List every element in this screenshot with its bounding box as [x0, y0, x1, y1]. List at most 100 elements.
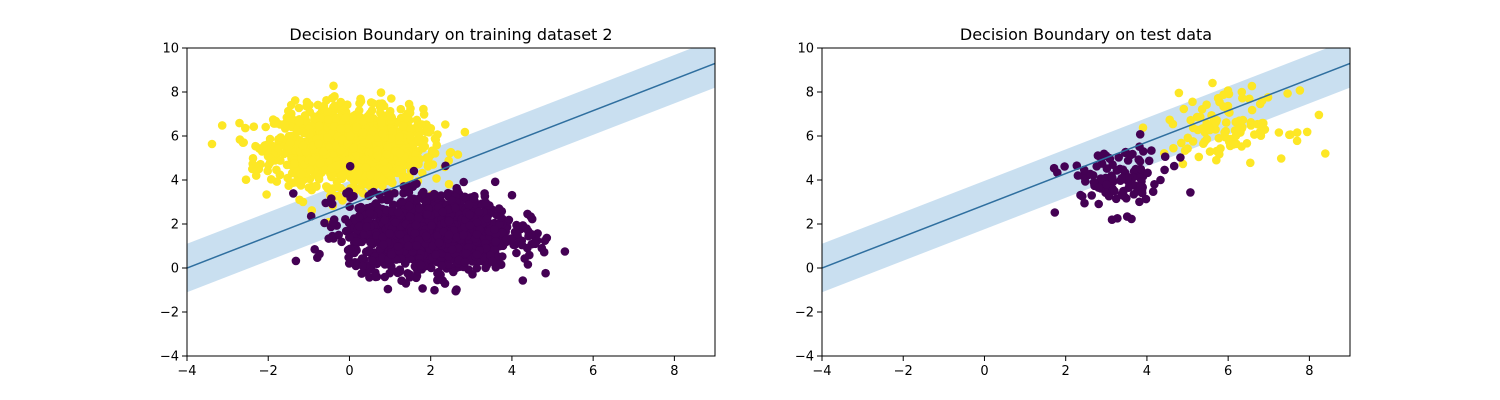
x-tick-label: 6	[589, 364, 597, 379]
y-tick-label: 6	[806, 130, 814, 145]
data-point	[409, 166, 419, 176]
y-tick-label: 4	[806, 174, 814, 189]
x-tick-label: −2	[259, 364, 278, 379]
data-point	[323, 133, 332, 142]
data-point	[1147, 146, 1156, 155]
data-point	[429, 189, 439, 199]
data-point	[289, 189, 298, 198]
data-point	[387, 250, 396, 259]
data-point	[1102, 164, 1112, 173]
data-point	[248, 164, 257, 174]
data-point	[1094, 183, 1103, 192]
data-point	[461, 249, 471, 258]
y-tick-label: 4	[171, 174, 179, 189]
data-point	[540, 236, 550, 245]
data-point	[1060, 162, 1069, 171]
data-point	[431, 135, 441, 145]
data-point	[325, 156, 335, 166]
data-point	[365, 134, 375, 144]
data-point	[324, 234, 334, 243]
data-point	[472, 250, 482, 259]
data-point	[272, 165, 281, 175]
data-point	[490, 177, 500, 187]
decision-boundary-line	[187, 62, 715, 269]
data-point	[323, 115, 333, 124]
data-point	[1169, 143, 1178, 153]
x-tick-label: 0	[345, 364, 353, 379]
y-tick-label: 0	[171, 262, 179, 277]
data-point	[356, 204, 365, 213]
data-point	[451, 203, 460, 213]
data-point	[1202, 134, 1212, 144]
data-point	[332, 182, 342, 192]
data-point	[1186, 188, 1195, 197]
data-point	[291, 256, 301, 266]
data-point	[1292, 136, 1302, 146]
series-class-0	[289, 161, 570, 296]
data-point	[494, 204, 504, 213]
data-point	[346, 131, 355, 141]
data-point	[337, 237, 346, 247]
data-point	[1242, 139, 1252, 148]
data-point	[337, 171, 347, 180]
data-point	[1196, 112, 1205, 122]
data-point	[432, 174, 441, 183]
data-point	[405, 212, 415, 221]
data-point	[490, 225, 499, 234]
data-point	[480, 192, 490, 201]
data-point	[1246, 158, 1255, 168]
data-point	[383, 143, 392, 152]
data-point	[465, 210, 474, 220]
data-point	[421, 231, 431, 241]
data-point	[1283, 89, 1292, 98]
data-point	[376, 88, 386, 97]
data-point	[427, 146, 437, 155]
data-point	[513, 229, 522, 239]
axes-frame	[186, 47, 716, 357]
data-point	[266, 175, 276, 184]
y-tick-label: −4	[160, 350, 179, 365]
data-point	[524, 231, 533, 241]
data-point	[1302, 127, 1312, 137]
data-point	[428, 241, 437, 251]
data-point	[390, 218, 400, 227]
data-point	[343, 245, 353, 255]
data-point	[383, 284, 393, 294]
data-point	[1168, 119, 1178, 129]
data-point	[347, 113, 357, 123]
data-point	[379, 240, 388, 250]
data-point	[1238, 93, 1247, 103]
data-point	[1078, 192, 1087, 201]
data-point	[520, 254, 529, 263]
data-point	[459, 230, 468, 240]
data-point	[1088, 171, 1098, 180]
data-point	[495, 219, 504, 229]
data-point	[336, 124, 346, 133]
plot-area	[822, 48, 1350, 293]
data-point	[1286, 130, 1295, 139]
data-point	[1176, 153, 1185, 162]
data-point	[365, 273, 374, 282]
data-point	[344, 259, 354, 268]
data-point	[395, 148, 405, 158]
data-point	[1188, 123, 1198, 133]
data-point	[302, 97, 312, 107]
data-point	[424, 153, 434, 163]
data-point	[1214, 133, 1224, 143]
data-point	[460, 127, 470, 137]
data-point	[331, 114, 341, 123]
data-point	[362, 222, 372, 232]
data-point	[459, 177, 469, 187]
data-point	[464, 200, 474, 210]
data-point	[512, 220, 521, 230]
y-tick-label: −2	[160, 306, 179, 321]
data-point	[1198, 124, 1207, 133]
data-point	[541, 268, 550, 278]
data-point	[287, 109, 296, 118]
data-point	[365, 208, 375, 218]
data-point	[314, 139, 323, 148]
data-point	[397, 276, 406, 286]
data-point	[262, 190, 271, 199]
data-point	[288, 178, 298, 187]
